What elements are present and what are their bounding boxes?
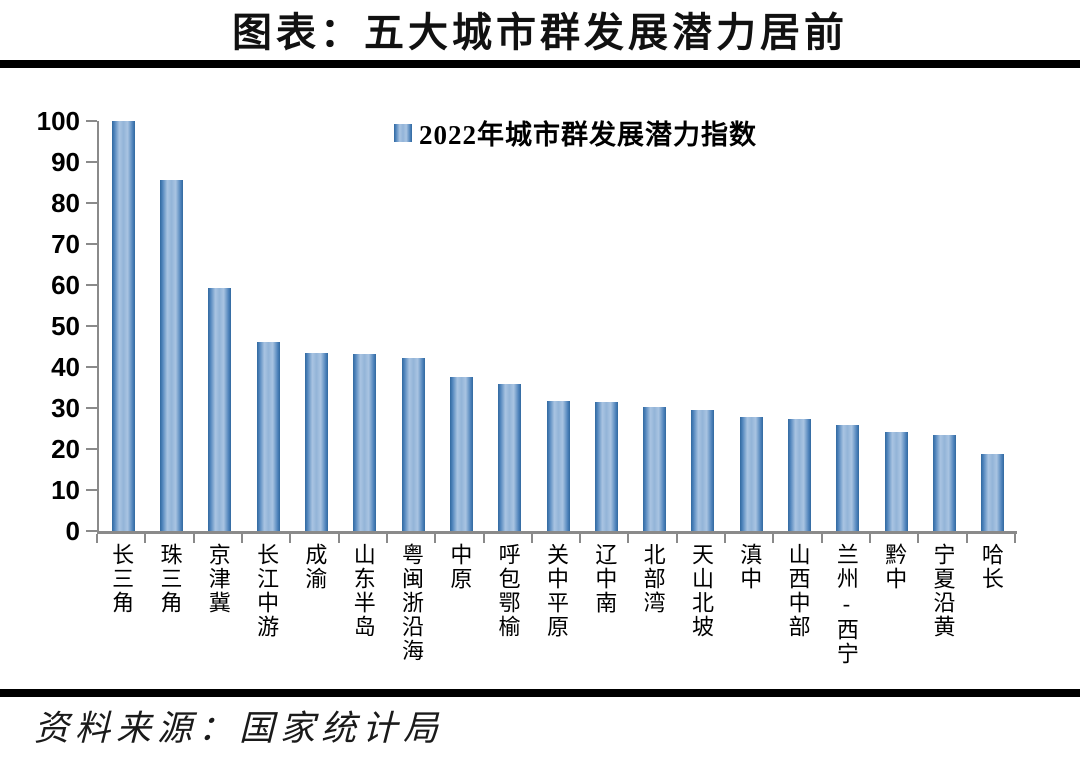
x-axis-tick: [482, 534, 485, 543]
x-axis-label: 天山北坡: [688, 543, 714, 639]
x-axis-label: 宁夏沿黄: [930, 543, 956, 639]
x-axis-tick: [627, 534, 630, 543]
bar: [159, 180, 183, 531]
y-axis-label: 10: [51, 475, 80, 505]
source-note: 资料来源：国家统计局: [34, 709, 445, 748]
x-axis-label: 成渝: [302, 543, 328, 591]
bar: [788, 419, 812, 531]
x-axis-tick: [289, 534, 292, 543]
y-axis-label: 80: [51, 188, 80, 218]
x-axis-tick: [385, 534, 388, 543]
y-axis-label: 50: [51, 311, 80, 341]
y-axis-label: 40: [51, 352, 80, 382]
y-axis-tick: [86, 202, 97, 204]
y-axis-tick: [86, 243, 97, 245]
y-axis-tick: [86, 161, 97, 163]
x-axis-tick: [675, 534, 678, 543]
chart-legend: 2022年城市群发展潜力指数: [394, 113, 757, 152]
bar: [691, 410, 715, 531]
bar: [546, 401, 570, 531]
x-axis-tick: [772, 534, 775, 543]
x-axis-tick: [917, 534, 920, 543]
x-axis-label: 哈长: [978, 543, 1004, 591]
x-axis-label: 北部湾: [640, 543, 666, 615]
x-axis-label: 山东半岛: [350, 543, 376, 639]
y-axis-label: 20: [51, 434, 80, 464]
legend-label: 2022年城市群发展潜力指数: [419, 120, 757, 150]
x-axis-tick: [820, 534, 823, 543]
x-axis-label: 长三角: [109, 543, 135, 615]
x-axis-tick: [144, 534, 147, 543]
bar: [256, 342, 280, 531]
bar: [449, 377, 473, 531]
x-axis-tick: [869, 534, 872, 543]
y-axis-label: 90: [51, 147, 80, 177]
y-axis-label: 60: [51, 270, 80, 300]
x-axis-tick: [240, 534, 243, 543]
x-axis-tick: [965, 534, 968, 543]
y-axis-label: 0: [65, 516, 80, 546]
bar: [304, 353, 328, 531]
x-axis-tick: [530, 534, 533, 543]
y-axis-tick: [86, 284, 97, 286]
y-axis-tick: [86, 325, 97, 327]
x-axis-tick: [192, 534, 195, 543]
x-axis-label: 呼包鄂榆: [495, 543, 521, 639]
plot-area: [97, 121, 1017, 534]
x-axis-tick: [96, 534, 98, 543]
bar: [933, 435, 957, 531]
legend-marker-icon: [394, 123, 412, 142]
x-axis-label: 长江中游: [254, 543, 280, 639]
page-title: 图表：五大城市群发展潜力居前: [232, 10, 848, 55]
bar: [208, 288, 232, 531]
y-axis-tick: [86, 366, 97, 368]
bar: [884, 432, 908, 531]
bar: [739, 417, 763, 531]
y-axis-label: 70: [51, 229, 80, 259]
bar: [401, 358, 425, 531]
bar: [643, 407, 667, 531]
x-axis-tick: [337, 534, 340, 543]
y-axis-tick: [86, 407, 97, 409]
x-axis-label: 山西中部: [785, 543, 811, 639]
x-axis-tick: [579, 534, 582, 543]
x-axis-label: 京津冀: [205, 543, 231, 615]
x-axis-label: 兰州-西宁: [833, 543, 859, 666]
x-axis-tick: [724, 534, 727, 543]
bottom-divider-rule: [0, 689, 1080, 697]
x-axis-label: 珠三角: [157, 543, 183, 615]
y-axis-label: 100: [36, 106, 80, 136]
y-axis-tick: [86, 489, 97, 491]
x-axis-label: 关中平原: [544, 543, 569, 639]
bar: [111, 121, 135, 531]
bar-chart: 2022年城市群发展潜力指数 0 10 20 30 40 50 60 70 80 90 100 长三…: [0, 75, 1080, 689]
y-axis-tick: [86, 120, 97, 122]
x-axis-tick: [1014, 534, 1016, 543]
bar: [498, 384, 522, 531]
top-divider-rule: [0, 60, 1080, 68]
x-axis-tick: [434, 534, 437, 543]
bar: [594, 402, 618, 531]
x-axis-label: 滇中: [737, 543, 763, 591]
y-axis-tick: [86, 448, 97, 450]
bar: [836, 425, 860, 531]
y-axis-label: 30: [51, 393, 80, 423]
x-axis-label: 粤闽浙沿海: [399, 543, 425, 663]
x-axis-label: 辽中南: [592, 543, 618, 615]
y-axis-tick: [86, 530, 97, 532]
bar: [353, 354, 377, 531]
bar: [981, 454, 1005, 531]
x-axis-label: 黔中: [882, 543, 908, 591]
x-axis-label: 中原: [447, 543, 473, 591]
